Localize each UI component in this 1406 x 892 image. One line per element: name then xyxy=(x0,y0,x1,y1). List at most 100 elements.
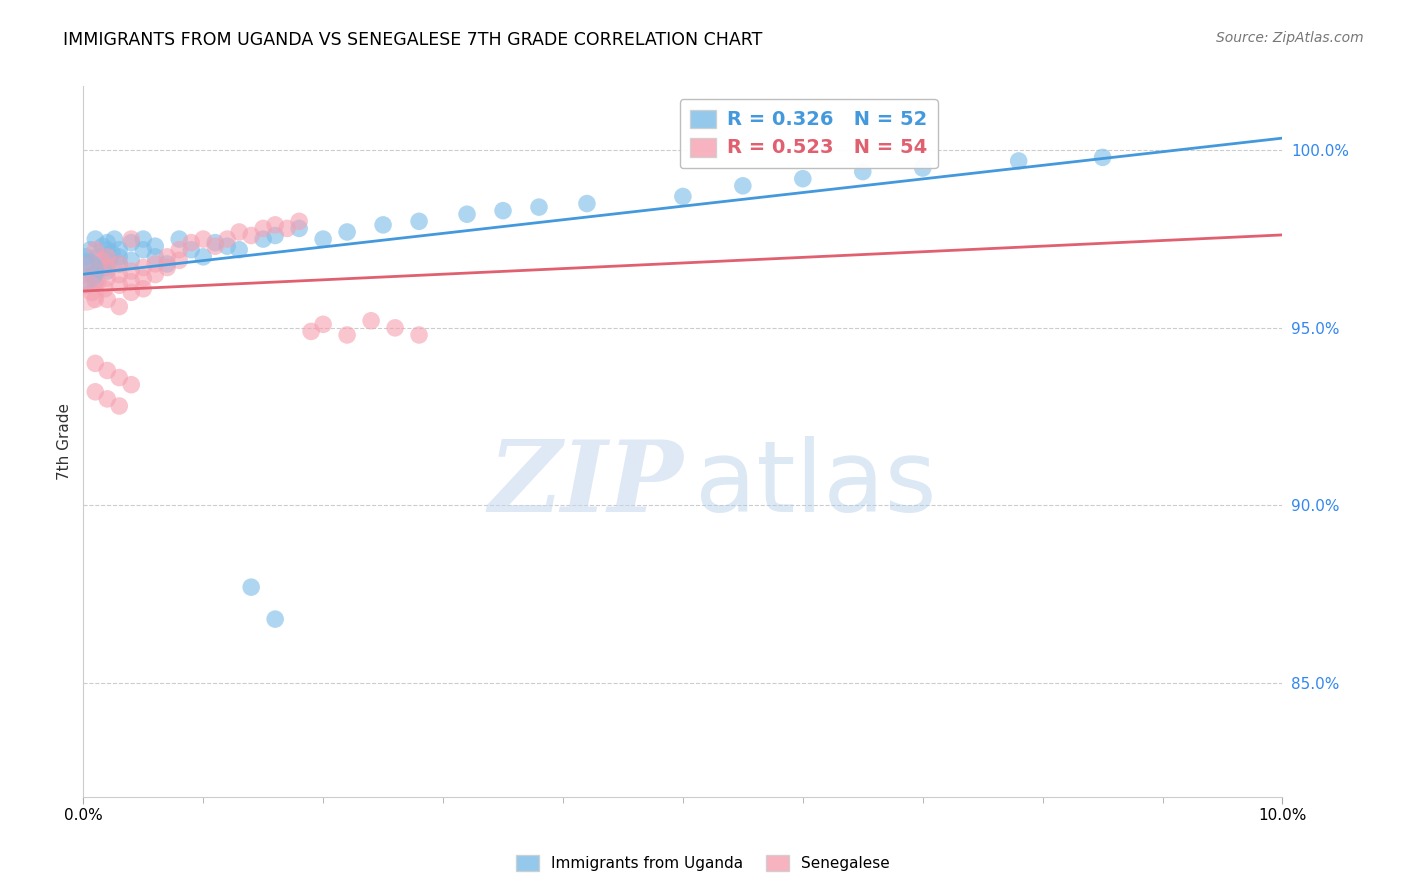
Immigrants from Uganda xyxy=(852,164,875,178)
Senegalese xyxy=(193,232,215,246)
Senegalese xyxy=(120,264,142,278)
Immigrants from Uganda xyxy=(82,268,104,282)
Senegalese xyxy=(79,257,101,271)
Legend: R = 0.326   N = 52, R = 0.523   N = 54: R = 0.326 N = 52, R = 0.523 N = 54 xyxy=(679,99,938,169)
Legend: Immigrants from Uganda, Senegalese: Immigrants from Uganda, Senegalese xyxy=(510,849,896,877)
Senegalese xyxy=(96,260,118,275)
Immigrants from Uganda xyxy=(84,232,107,246)
Immigrants from Uganda xyxy=(456,207,478,221)
Immigrants from Uganda xyxy=(167,232,190,246)
Immigrants from Uganda xyxy=(731,178,754,193)
Immigrants from Uganda xyxy=(252,232,274,246)
Text: atlas: atlas xyxy=(695,435,936,533)
Immigrants from Uganda xyxy=(156,257,179,271)
Immigrants from Uganda xyxy=(143,250,166,264)
Immigrants from Uganda xyxy=(672,189,695,203)
Immigrants from Uganda xyxy=(264,612,287,626)
Immigrants from Uganda xyxy=(108,250,131,264)
Immigrants from Uganda xyxy=(77,257,100,271)
Senegalese xyxy=(156,260,179,275)
Immigrants from Uganda xyxy=(240,580,263,594)
Senegalese xyxy=(217,232,239,246)
Immigrants from Uganda xyxy=(108,257,131,271)
Immigrants from Uganda xyxy=(89,257,111,271)
Immigrants from Uganda xyxy=(96,264,118,278)
Senegalese xyxy=(132,282,155,296)
Immigrants from Uganda xyxy=(228,243,250,257)
Senegalese xyxy=(84,293,107,307)
Immigrants from Uganda xyxy=(288,221,311,235)
Immigrants from Uganda xyxy=(492,203,515,218)
Immigrants from Uganda xyxy=(204,235,226,250)
Senegalese xyxy=(86,275,108,289)
Text: Source: ZipAtlas.com: Source: ZipAtlas.com xyxy=(1216,31,1364,45)
Senegalese xyxy=(90,253,112,268)
Senegalese xyxy=(120,377,142,392)
Immigrants from Uganda xyxy=(180,243,202,257)
Senegalese xyxy=(108,257,131,271)
Senegalese xyxy=(288,214,311,228)
Immigrants from Uganda xyxy=(575,196,598,211)
Senegalese xyxy=(84,243,107,257)
Immigrants from Uganda xyxy=(75,250,97,264)
Immigrants from Uganda xyxy=(120,235,142,250)
Senegalese xyxy=(360,314,382,328)
Senegalese xyxy=(312,318,335,332)
Immigrants from Uganda xyxy=(527,200,550,214)
Immigrants from Uganda xyxy=(132,243,155,257)
Senegalese xyxy=(132,271,155,285)
Immigrants from Uganda xyxy=(217,239,239,253)
Senegalese xyxy=(96,363,118,377)
Senegalese xyxy=(167,243,190,257)
Senegalese xyxy=(96,250,118,264)
Senegalese xyxy=(96,392,118,406)
Senegalese xyxy=(384,321,406,335)
Immigrants from Uganda xyxy=(94,260,117,275)
Point xyxy=(75,285,97,300)
Immigrants from Uganda xyxy=(91,239,114,253)
Immigrants from Uganda xyxy=(371,218,394,232)
Immigrants from Uganda xyxy=(120,253,142,268)
Immigrants from Uganda xyxy=(1008,153,1031,168)
Immigrants from Uganda xyxy=(103,232,125,246)
Immigrants from Uganda xyxy=(108,243,131,257)
Senegalese xyxy=(84,384,107,399)
Text: IMMIGRANTS FROM UGANDA VS SENEGALESE 7TH GRADE CORRELATION CHART: IMMIGRANTS FROM UGANDA VS SENEGALESE 7TH… xyxy=(63,31,762,49)
Immigrants from Uganda xyxy=(86,250,108,264)
Senegalese xyxy=(143,257,166,271)
Immigrants from Uganda xyxy=(264,228,287,243)
Immigrants from Uganda xyxy=(312,232,335,246)
Senegalese xyxy=(228,225,250,239)
Immigrants from Uganda xyxy=(79,243,101,257)
Senegalese xyxy=(94,282,117,296)
Senegalese xyxy=(167,253,190,268)
Immigrants from Uganda xyxy=(911,161,934,175)
Senegalese xyxy=(96,271,118,285)
Immigrants from Uganda xyxy=(1091,150,1114,164)
Immigrants from Uganda xyxy=(84,275,107,289)
Immigrants from Uganda xyxy=(193,250,215,264)
Immigrants from Uganda xyxy=(132,232,155,246)
Senegalese xyxy=(299,325,322,339)
Senegalese xyxy=(132,260,155,275)
Senegalese xyxy=(84,264,107,278)
Senegalese xyxy=(108,300,131,314)
Senegalese xyxy=(252,221,274,235)
Immigrants from Uganda xyxy=(98,253,121,268)
Y-axis label: 7th Grade: 7th Grade xyxy=(58,403,72,480)
Senegalese xyxy=(180,235,202,250)
Text: ZIP: ZIP xyxy=(488,436,683,533)
Immigrants from Uganda xyxy=(336,225,359,239)
Immigrants from Uganda xyxy=(408,214,430,228)
Senegalese xyxy=(264,218,287,232)
Senegalese xyxy=(240,228,263,243)
Senegalese xyxy=(120,232,142,246)
Senegalese xyxy=(108,268,131,282)
Immigrants from Uganda xyxy=(96,235,118,250)
Senegalese xyxy=(84,356,107,370)
Senegalese xyxy=(276,221,298,235)
Senegalese xyxy=(80,285,103,300)
Senegalese xyxy=(408,328,430,343)
Senegalese xyxy=(120,275,142,289)
Senegalese xyxy=(120,285,142,300)
